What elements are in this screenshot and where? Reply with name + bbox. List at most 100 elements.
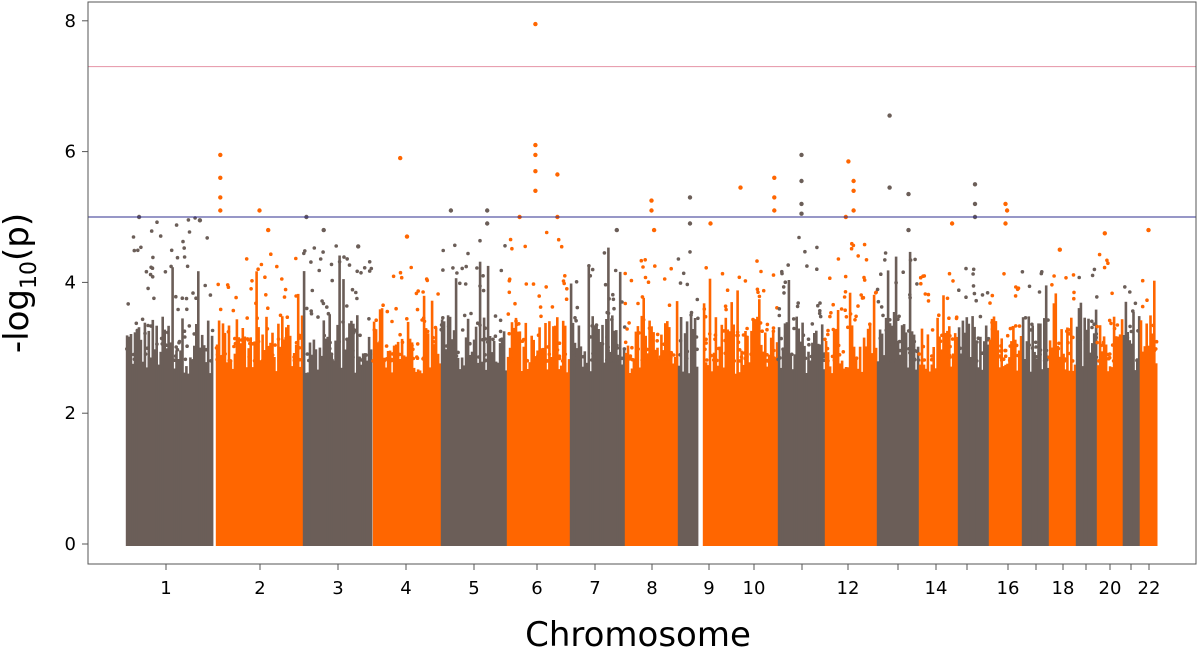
chromosome-2-point (256, 267, 260, 272)
chromosome-3-point (355, 269, 360, 274)
chromosome-10-point (704, 337, 708, 342)
chromosome-10-point (758, 321, 763, 325)
chromosome-8-point (640, 295, 645, 299)
chromosome-2-point (223, 352, 227, 356)
chromosome-14-point (929, 357, 934, 362)
chromosome-3-column (312, 339, 316, 546)
chromosome-6-point (521, 337, 526, 342)
chromosome-10-point (744, 335, 749, 340)
chromosome-3-point (321, 250, 325, 254)
chromosome-19-column (1075, 326, 1079, 546)
chromosome-7-point (603, 282, 608, 287)
chromosome-13-peak-point (906, 227, 911, 233)
chromosome-19-point (1095, 295, 1099, 299)
chromosome-13-column (876, 361, 880, 546)
chromosome-13-point (908, 295, 912, 300)
chromosome-5-column (492, 340, 496, 546)
chromosome-1-point (169, 264, 173, 269)
chromosome-6-point (539, 358, 543, 363)
chromosome-10-column (728, 331, 731, 546)
chromosome-12-point (864, 359, 869, 363)
chromosome-22-column (1141, 351, 1145, 546)
chromosome-4-column (422, 295, 426, 546)
chromosome-5-point (485, 340, 490, 344)
chromosome-12-point (829, 311, 833, 315)
chromosome-1-column (141, 361, 145, 546)
chromosome-10-point (725, 288, 730, 293)
chromosome-3-column (330, 355, 333, 546)
chromosome-20-point (1097, 359, 1101, 363)
chromosome-11-column (783, 323, 787, 546)
chromosome-20-point (1106, 352, 1110, 357)
chromosome-14-column (940, 351, 943, 546)
chromosome-1-point (126, 302, 130, 306)
chromosome-8-point (671, 353, 676, 357)
chromosome-12-point (859, 293, 863, 297)
chromosome-19-column (1079, 302, 1083, 546)
chromosome-11-point (813, 346, 817, 350)
chromosome-3-column (338, 255, 341, 546)
chromosome-1-point (149, 265, 153, 270)
chromosome-5-column (440, 319, 444, 546)
chromosome-12-point (843, 308, 847, 313)
chromosome-4-column (416, 369, 420, 546)
chromosome-18-point (1052, 348, 1056, 352)
chromosome-1-point (186, 218, 191, 222)
chromosome-7-point (615, 343, 619, 348)
chromosome-6-point (516, 338, 521, 343)
chromosome-2-column (217, 320, 221, 546)
y-tick-label: 6 (65, 142, 76, 163)
chromosome-1-column (131, 363, 135, 546)
chromosome-5-point (441, 248, 446, 253)
chromosome-5-point (493, 314, 498, 318)
chromosome-5-point (481, 274, 485, 278)
chromosome-15-point (970, 358, 975, 362)
chromosome-17-point (1037, 341, 1042, 346)
chromosome-5-point (501, 350, 505, 355)
chromosome-9-point (685, 349, 689, 353)
chromosome-11-point (781, 285, 786, 289)
chromosome-3-point (310, 288, 315, 293)
chromosome-4-column (398, 359, 402, 546)
chromosome-10-point (756, 290, 760, 295)
chromosome-6-point (513, 301, 517, 306)
chromosome-11-column (811, 342, 814, 546)
chromosome-18-column (1062, 353, 1065, 546)
chromosome-11-column (789, 354, 793, 546)
chromosome-1-point (203, 283, 207, 288)
chromosome-11-point (792, 326, 796, 331)
chromosome-14-point (936, 354, 941, 359)
chromosome-6-point (515, 322, 519, 327)
chromosome-18-column (1058, 356, 1061, 546)
chromosome-2-column (243, 336, 247, 546)
chromosome-7-point (605, 335, 609, 340)
chromosome-5-column (472, 339, 476, 546)
chromosome-17-column (1046, 367, 1050, 546)
chromosome-1-column (161, 316, 164, 546)
chromosome-9-point (678, 281, 683, 285)
chromosome-6-point (560, 359, 565, 363)
chromosome-15-column (971, 316, 974, 546)
chromosome-10-column (724, 317, 728, 546)
chromosome-2-column (290, 366, 294, 546)
chromosome-15-point (980, 293, 985, 297)
chromosome-16-column (990, 318, 994, 546)
chromosome-22-column (1153, 280, 1156, 546)
chromosome-11-point (782, 291, 786, 295)
chromosome-2-column (296, 293, 300, 546)
chromosome-6-column (540, 348, 543, 546)
chromosome-7-column (597, 329, 600, 546)
chromosome-7-point (610, 317, 614, 322)
chromosome-12-column (860, 371, 864, 546)
chromosome-4-point (405, 317, 409, 321)
chromosome-5-point (481, 288, 486, 293)
chromosome-1-column (175, 350, 178, 546)
chromosome-15-column (959, 353, 963, 546)
chromosome-1-column (147, 330, 151, 546)
chromosome-12-column (870, 353, 874, 546)
chromosome-6-column (532, 339, 535, 546)
chromosome-2-point (264, 359, 269, 363)
chromosome-9-column (677, 365, 681, 546)
chromosome-6-column (548, 321, 551, 546)
chromosome-2-point (294, 256, 298, 261)
